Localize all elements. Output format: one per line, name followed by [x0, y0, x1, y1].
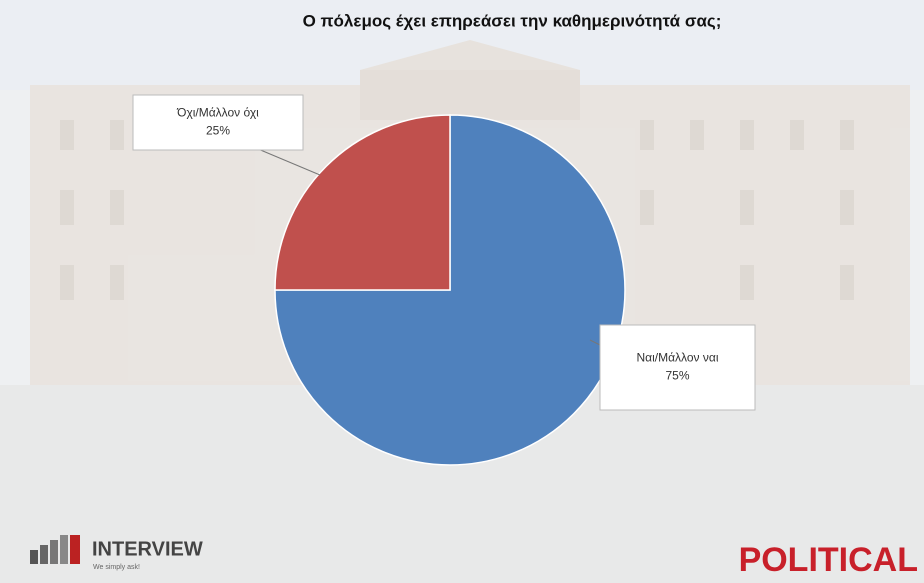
interview-name: INTERVIEW	[92, 538, 203, 560]
pie-slice	[274, 114, 451, 291]
slice-label: Όχι/Μάλλον όχι	[176, 106, 259, 120]
label-box	[599, 324, 756, 411]
interview-logo: INTERVIEW We simply ask!	[30, 535, 203, 571]
interview-tagline: We simply ask!	[93, 564, 140, 571]
leader-line	[260, 149, 321, 176]
slice-label: Ναι/Μάλλον ναι	[637, 351, 719, 365]
slice-value: 25%	[206, 124, 230, 138]
leader-line	[589, 339, 601, 346]
political-logo: POLITICAL	[739, 541, 918, 579]
chart-title: Ο πόλεμος έχει επηρεάσει την καθημερινότ…	[303, 11, 722, 30]
label-box	[132, 94, 304, 151]
slice-value: 75%	[665, 369, 689, 383]
